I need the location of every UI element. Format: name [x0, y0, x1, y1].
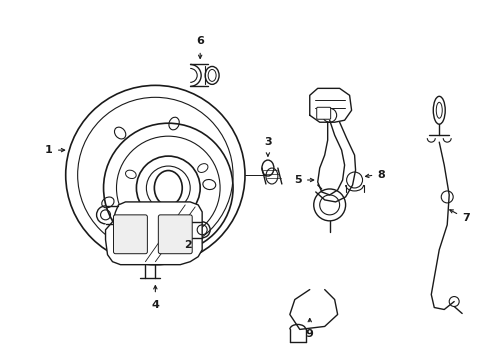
FancyBboxPatch shape	[158, 215, 192, 254]
FancyBboxPatch shape	[114, 215, 147, 254]
Text: 2: 2	[184, 240, 192, 250]
Text: 7: 7	[462, 213, 470, 223]
Text: 3: 3	[264, 137, 272, 147]
Text: 5: 5	[294, 175, 302, 185]
Polygon shape	[105, 202, 202, 265]
Text: 9: 9	[306, 329, 314, 339]
Text: 8: 8	[378, 170, 385, 180]
Ellipse shape	[433, 96, 445, 124]
FancyBboxPatch shape	[317, 107, 331, 119]
Text: 1: 1	[45, 145, 52, 155]
Text: 6: 6	[196, 36, 204, 45]
Text: 4: 4	[151, 300, 159, 310]
